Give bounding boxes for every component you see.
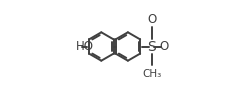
Text: CH₃: CH₃ [142,69,161,79]
Text: S: S [147,40,156,53]
Text: O: O [159,40,168,53]
Text: HO: HO [76,40,94,53]
Text: O: O [147,13,156,25]
